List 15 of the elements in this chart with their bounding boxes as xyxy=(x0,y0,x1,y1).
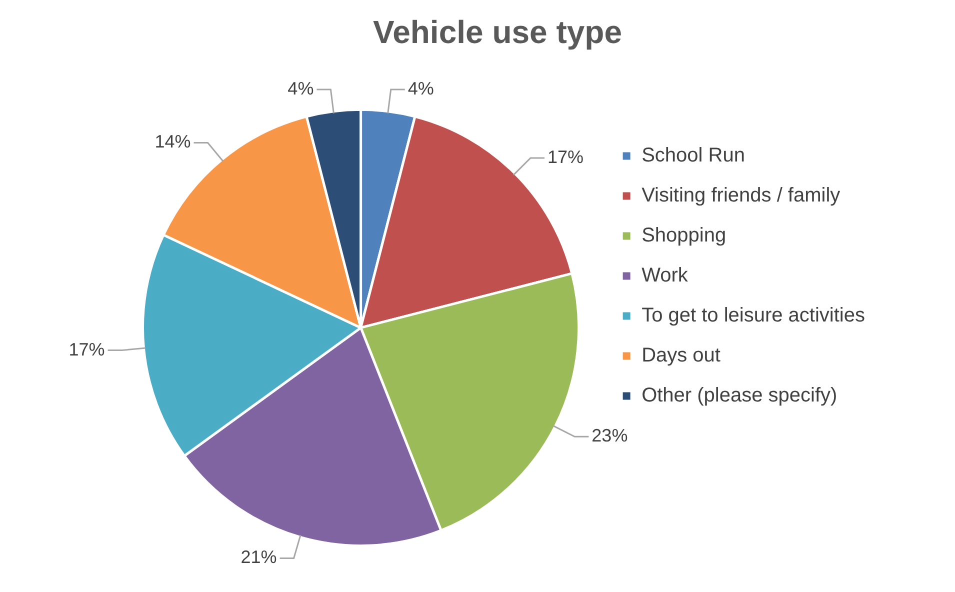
data-label: 4% xyxy=(288,78,314,99)
data-label: 14% xyxy=(154,132,191,152)
data-label: 21% xyxy=(240,547,277,568)
legend-label: Other (please specify) xyxy=(642,384,838,407)
legend-label: School Run xyxy=(642,144,745,167)
data-label: 17% xyxy=(68,339,105,360)
chart-title: Vehicle use type xyxy=(372,14,622,50)
legend-label: Work xyxy=(642,264,689,287)
legend-label: To get to leisure activities xyxy=(642,304,865,327)
legend-label: Visiting friends / family xyxy=(642,184,840,207)
data-label: 4% xyxy=(408,78,434,99)
legend-label: Days out xyxy=(642,344,721,367)
legend-label: Shopping xyxy=(642,224,726,247)
data-label: 17% xyxy=(548,146,584,167)
data-label: 23% xyxy=(592,426,628,446)
